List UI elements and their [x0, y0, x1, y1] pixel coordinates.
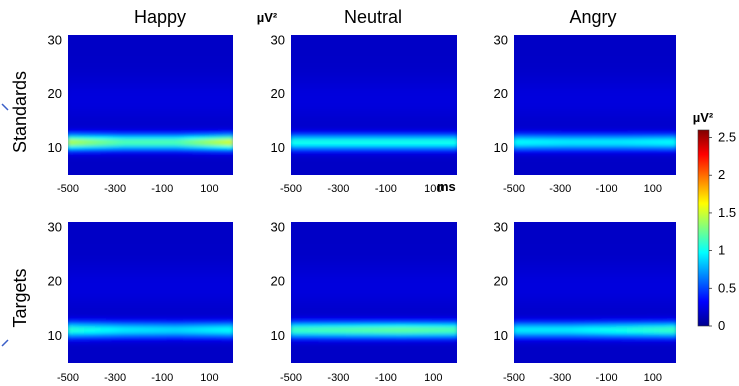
x-tick-label: 100 — [200, 372, 218, 384]
y-tick-label: 10 — [494, 328, 508, 343]
arrow-marker-top — [1, 103, 9, 111]
x-tick-label: -100 — [151, 372, 173, 384]
colorbar: µV² 2.5 2 1.5 1 0.5 0 — [693, 110, 736, 333]
x-tick-label: -300 — [549, 183, 571, 195]
x-tick-label: -500 — [57, 372, 79, 384]
y-tick-label: 30 — [494, 32, 508, 47]
colorbar-tick-label: 0.5 — [718, 280, 736, 295]
x-tick-label: -500 — [503, 183, 525, 195]
x-tick-label: -500 — [503, 372, 525, 384]
x-tick-label: -100 — [375, 183, 397, 195]
colorbar-tick-label: 0 — [718, 318, 725, 333]
x-tick-label: -100 — [596, 183, 618, 195]
x-tick-label: -300 — [327, 183, 349, 195]
x-tick-label: -500 — [280, 372, 302, 384]
y-tick-label: 10 — [271, 328, 285, 343]
x-tick-label: -100 — [151, 183, 173, 195]
colorbar-tick-label: 1.5 — [718, 205, 736, 220]
x-tick-label: 100 — [644, 183, 662, 195]
heatmap-panel-happy-targets: 10 20 30 -500 -300 -100 100 — [48, 219, 233, 384]
y-tick-label: 10 — [48, 328, 62, 343]
x-tick-label: -300 — [104, 183, 126, 195]
heatmap-panel-neutral-targets: 10 20 30 -500 -300 -100 100 — [271, 219, 457, 384]
x-tick-label: -100 — [375, 372, 397, 384]
y-tick-label: 20 — [494, 274, 508, 289]
row-label-standards: Standards — [10, 71, 30, 153]
y-tick-label: 30 — [48, 219, 62, 234]
y-tick-label: 30 — [271, 32, 285, 47]
colorbar-tick-label: 1 — [718, 243, 725, 258]
x-tick-label: -300 — [327, 372, 349, 384]
colorbar-tick-label: 2.5 — [718, 130, 736, 145]
row-label-targets: Targets — [10, 268, 30, 327]
column-title-happy: Happy — [134, 7, 186, 27]
x-tick-label: -300 — [104, 372, 126, 384]
y-tick-label: 20 — [48, 274, 62, 289]
y-tick-label: 20 — [494, 86, 508, 101]
y-tick-label: 30 — [48, 32, 62, 47]
power-unit-label: µV² — [257, 10, 278, 25]
colorbar-tick-label: 2 — [718, 167, 725, 182]
heatmap-panel-happy-standards: 10 20 30 -500 -300 -100 100 — [48, 32, 233, 195]
x-tick-label: 100 — [424, 183, 442, 195]
heatmap-panel-angry-standards: 10 20 30 -500 -300 -100 100 — [494, 32, 676, 195]
y-tick-label: 10 — [271, 140, 285, 155]
time-unit-label: ms — [437, 179, 456, 194]
column-title-neutral: Neutral — [344, 7, 402, 27]
x-tick-label: -500 — [57, 183, 79, 195]
column-title-angry: Angry — [569, 7, 616, 27]
x-tick-label: -300 — [549, 372, 571, 384]
y-tick-label: 20 — [48, 86, 62, 101]
x-tick-label: 100 — [200, 183, 218, 195]
y-tick-label: 30 — [271, 219, 285, 234]
y-tick-label: 10 — [494, 140, 508, 155]
colorbar-unit-label: µV² — [693, 110, 714, 125]
x-tick-label: 100 — [644, 372, 662, 384]
arrow-marker-bottom — [1, 339, 9, 347]
y-tick-label: 10 — [48, 140, 62, 155]
y-tick-label: 30 — [494, 219, 508, 234]
heatmap-panel-neutral-standards: 10 20 30 -500 -300 -100 100 — [271, 32, 457, 195]
x-tick-label: -500 — [280, 183, 302, 195]
x-tick-label: -100 — [596, 372, 618, 384]
colorbar-gradient — [697, 129, 710, 327]
y-tick-label: 20 — [271, 274, 285, 289]
x-tick-label: 100 — [424, 372, 442, 384]
heatmap-panel-angry-targets: 10 20 30 -500 -300 -100 100 — [494, 219, 676, 384]
y-tick-label: 20 — [271, 86, 285, 101]
